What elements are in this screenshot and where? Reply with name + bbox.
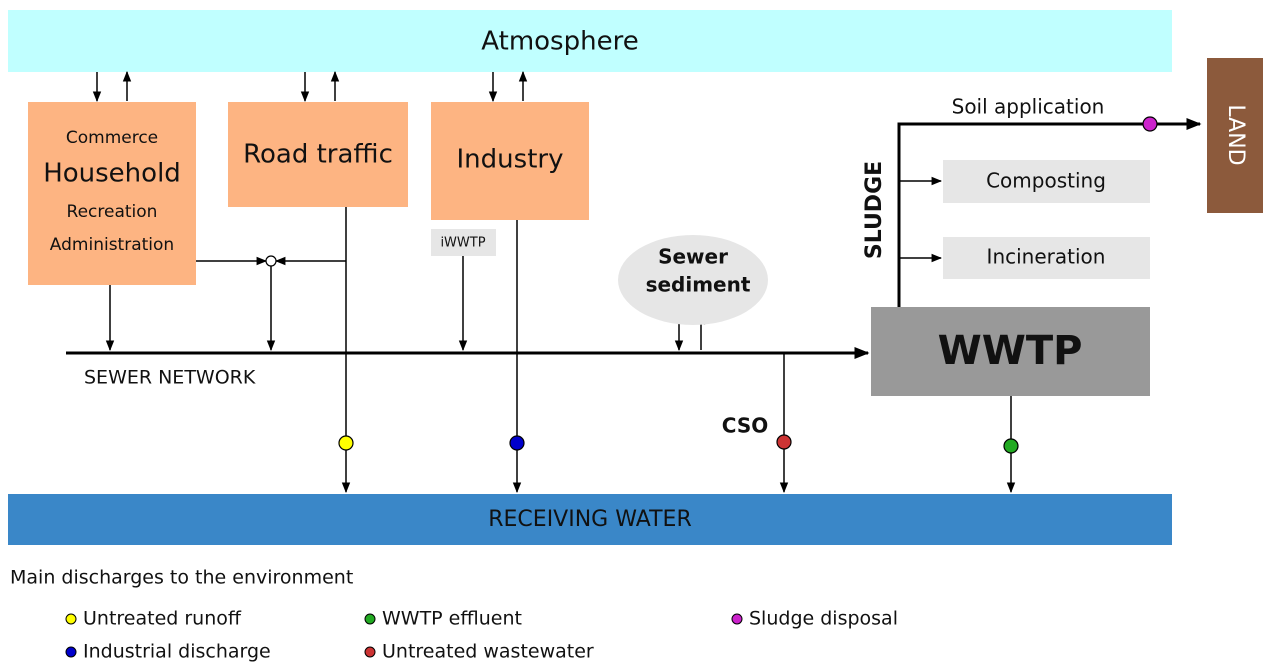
legend-marker xyxy=(65,613,77,625)
legend-marker xyxy=(731,613,743,625)
composting-label: Composting xyxy=(986,169,1106,193)
connectors xyxy=(105,207,1016,494)
household-line: Commerce xyxy=(66,128,158,148)
household-line: Recreation xyxy=(67,202,158,222)
legend-label: Industrial discharge xyxy=(83,641,271,663)
legend-label: Untreated runoff xyxy=(83,608,242,630)
sewer-sediment xyxy=(618,235,768,325)
legend-label: WWTP effluent xyxy=(382,608,522,630)
sewer-network-label: SEWER NETWORK xyxy=(84,367,256,389)
wwtp-box xyxy=(871,307,1150,396)
legend-label: Untreated wastewater xyxy=(382,641,594,663)
legend-marker xyxy=(65,646,77,658)
sewer-sediment-label: Sewer xyxy=(658,245,728,269)
junction xyxy=(265,255,277,267)
soil-application-label: Soil application xyxy=(952,95,1105,119)
incineration-label: Incineration xyxy=(987,245,1106,269)
road-traffic-box xyxy=(228,102,408,207)
incineration-box xyxy=(943,237,1150,279)
road-traffic-label: Road traffic xyxy=(243,140,393,170)
legend-marker xyxy=(364,646,376,658)
iwwtp-label: iWWTP xyxy=(440,236,485,251)
household-box xyxy=(28,102,196,285)
discharge-point xyxy=(338,435,354,451)
sludge-label: SLUDGE xyxy=(862,161,887,259)
household-line: Administration xyxy=(50,235,174,255)
atmosphere-band xyxy=(8,10,1172,72)
legend-label: Sludge disposal xyxy=(749,608,898,630)
industry-box xyxy=(431,102,589,220)
land-box xyxy=(1207,58,1263,213)
composting-box xyxy=(943,160,1150,203)
discharge-point xyxy=(509,435,525,451)
discharge-point xyxy=(1142,116,1158,132)
receiving-water-label: RECEIVING WATER xyxy=(488,507,692,532)
household-line: Household xyxy=(43,159,181,189)
cso-label: CSO xyxy=(722,414,768,438)
legend: Untreated runoff Industrial discharge WWTP… xyxy=(65,608,898,663)
sludge-line xyxy=(897,118,1202,307)
iwwtp-box xyxy=(431,229,496,256)
discharge-point xyxy=(1003,438,1019,454)
land-label: LAND xyxy=(1223,104,1248,165)
atmosphere-arrows xyxy=(92,70,528,103)
wwtp-label: WWTP xyxy=(938,328,1083,374)
discharge-point xyxy=(776,434,792,450)
receiving-water xyxy=(8,494,1172,545)
industry-label: Industry xyxy=(457,145,564,175)
atmosphere-label: Atmosphere xyxy=(481,27,638,57)
legend-title: Main discharges to the environment xyxy=(10,567,353,589)
legend-marker xyxy=(364,613,376,625)
sewer-sediment-label: sediment xyxy=(646,273,751,297)
